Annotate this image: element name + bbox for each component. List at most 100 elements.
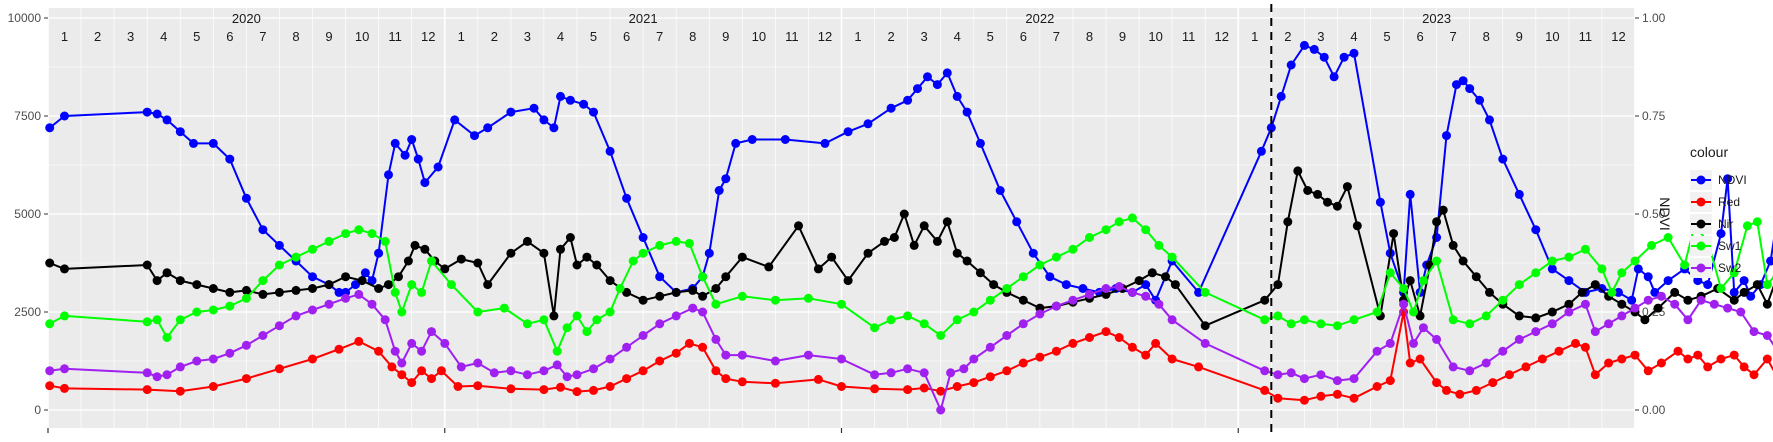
data-point [1723,174,1733,184]
data-point [142,368,152,378]
data-point [1580,342,1590,352]
data-point [1399,299,1409,309]
data-point [1547,307,1557,317]
data-point [189,138,198,148]
month-label: 9 [1119,29,1126,44]
data-point [1746,291,1756,301]
data-point [152,372,162,382]
data-point [354,336,364,346]
data-point [1151,338,1161,348]
data-point [870,370,880,380]
month-label: 7 [259,29,266,44]
data-point [162,370,172,380]
data-point [1405,276,1415,286]
data-point [962,107,972,117]
data-point [863,119,873,129]
data-point [923,72,932,82]
data-point [1617,268,1627,278]
month-label: 6 [226,29,233,44]
data-point [1729,268,1739,278]
data-point [903,385,913,395]
data-point [565,233,575,242]
data-point [813,264,823,274]
data-point [1656,291,1666,301]
data-point [932,236,942,246]
data-point [162,268,172,278]
data-point [1114,217,1124,227]
data-point [1068,244,1078,254]
data-point [1455,389,1465,399]
data-point [572,260,582,270]
data-point [225,287,235,297]
data-point [1643,366,1653,376]
data-point [291,252,301,262]
data-point [899,209,909,219]
data-point [390,138,400,148]
data-point [407,135,417,144]
data-point [1597,284,1607,293]
data-point [225,348,235,358]
series-sw1 [45,213,1773,356]
data-point [60,264,69,274]
data-point [889,233,899,242]
data-point [1372,382,1382,391]
data-point [142,260,152,270]
legend-label: Red [1718,195,1740,209]
data-point [1630,303,1640,313]
data-point [1488,378,1498,388]
data-point [1703,362,1713,372]
data-point [291,285,301,295]
month-label: 12 [1611,29,1625,44]
data-point [605,382,615,391]
data-point [936,405,946,415]
month-label: 11 [388,29,402,44]
data-point [308,244,317,254]
data-point [308,305,317,315]
data-point [60,364,69,374]
data-point [427,374,436,384]
data-point [417,287,427,297]
data-point [1531,313,1541,323]
data-point [919,319,929,329]
legend-item-nir: Nir [1690,214,1733,234]
data-point [208,305,218,315]
data-point [1323,197,1332,207]
data-point [552,360,562,370]
right-tick-label: 0.50 [1642,207,1666,221]
data-point [615,284,625,293]
data-point [1273,280,1283,290]
data-point [711,334,721,344]
data-point [1273,370,1283,380]
data-point [1471,385,1481,395]
data-point [522,236,532,246]
data-point [1141,280,1151,290]
data-point [440,264,450,274]
data-point [45,381,55,391]
data-point [1723,303,1733,313]
month-label: 5 [193,29,200,44]
data-point [1590,370,1600,380]
data-point [582,252,592,262]
data-point [1170,280,1180,290]
data-point [1716,284,1726,293]
data-point [721,174,731,184]
data-point [1286,319,1296,329]
data-point [737,377,747,387]
right-tick-label: 1.00 [1642,11,1666,25]
month-label: 8 [292,29,299,44]
data-point [962,256,972,266]
data-point [1703,280,1713,290]
month-label: 6 [1020,29,1027,44]
data-point [1418,323,1428,333]
data-point [671,348,681,358]
data-point [1514,280,1524,290]
data-point [1438,205,1448,215]
data-point [1051,346,1061,356]
data-point [605,307,615,317]
data-point [886,103,896,113]
data-point [1409,307,1418,317]
data-point [952,315,962,325]
data-point [1504,370,1514,380]
month-label: 3 [127,29,134,44]
data-point [1167,252,1177,262]
